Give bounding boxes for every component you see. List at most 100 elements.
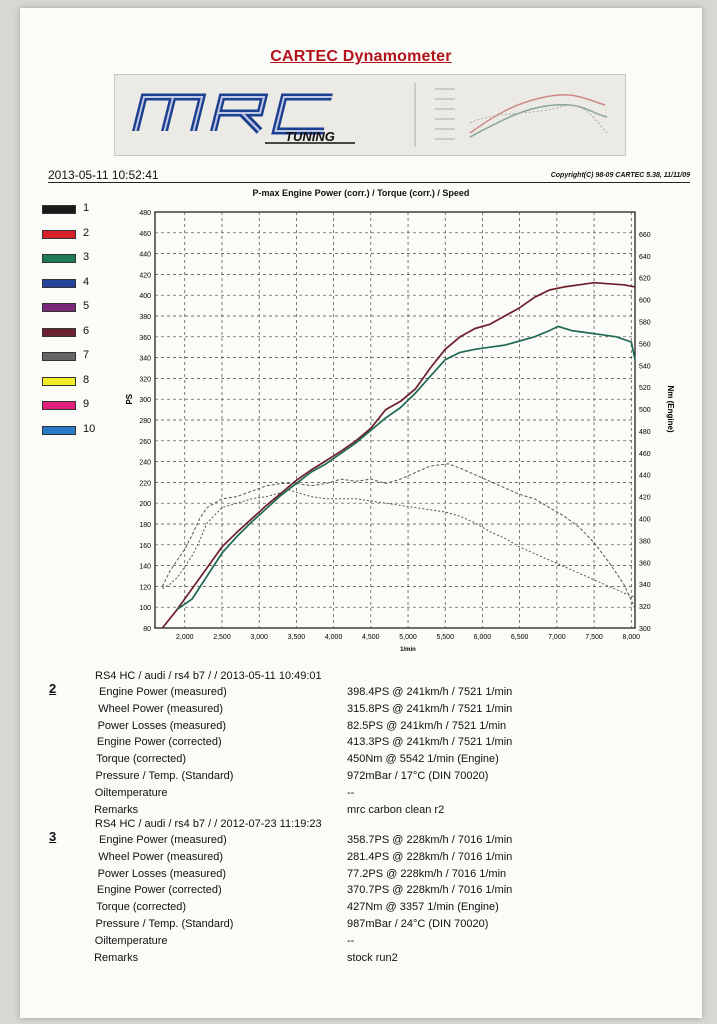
run-field-label: Oiltemperature xyxy=(94,786,168,799)
y-tick-label: 360 xyxy=(139,335,151,342)
run-field-label: Engine Power (corrected) xyxy=(96,884,222,897)
y-tick-label: 140 xyxy=(139,564,151,571)
y-tick-label: 300 xyxy=(139,397,151,404)
y2-tick-label: 340 xyxy=(639,582,651,589)
legend-item-9: 9 xyxy=(42,398,122,412)
y-tick-label: 80 xyxy=(143,626,151,633)
run-field-label: Remarks xyxy=(94,803,139,816)
y2-tick-label: 400 xyxy=(639,517,651,524)
y-tick-label: 200 xyxy=(139,501,151,508)
y2-tick-label: 320 xyxy=(639,604,651,611)
legend-label: 5 xyxy=(83,300,90,312)
y2-tick-label: 360 xyxy=(639,560,651,567)
legend-swatch xyxy=(42,278,76,288)
y-tick-label: 380 xyxy=(139,314,151,321)
x-tick-label: 3,500 xyxy=(288,634,306,641)
legend-label: 4 xyxy=(83,275,90,288)
run-field-value: 427Nm @ 3357 1/min (Engine) xyxy=(347,901,499,914)
run-field-label: Engine Power (measured) xyxy=(99,686,227,698)
y2-tick-label: 620 xyxy=(639,276,651,283)
y-tick-label: 160 xyxy=(139,543,151,550)
y-tick-label: 240 xyxy=(139,460,151,467)
y2-tick-label: 640 xyxy=(639,254,651,261)
y-tick-label: 320 xyxy=(139,376,151,383)
run-field-label: Power Losses (measured) xyxy=(97,867,226,880)
legend-label: 6 xyxy=(83,324,90,337)
run-header: RS4 HC / audi / rs4 b7 / / 2012-07-23 11… xyxy=(95,818,322,830)
x-tick-label: 8,000 xyxy=(623,634,641,641)
y-tick-label: 100 xyxy=(139,605,151,612)
y2-tick-label: 580 xyxy=(639,319,651,326)
x-tick-label: 7,500 xyxy=(585,634,603,641)
run-field-label: Pressure / Temp. (Standard) xyxy=(95,770,234,782)
y2-tick-label: 420 xyxy=(639,495,651,502)
legend-swatch xyxy=(42,229,76,239)
run-field-value: 358.7PS @ 228km/h / 7016 1/min xyxy=(347,834,513,846)
legend-swatch xyxy=(42,401,76,410)
legend-item-7: 7 xyxy=(42,349,122,363)
y-tick-label: 460 xyxy=(139,231,151,238)
x-tick-label: 6,000 xyxy=(474,634,492,641)
x-tick-label: 5,000 xyxy=(399,634,417,641)
x-axis-label: 1/min xyxy=(400,647,416,653)
run-field-label: Oiltemperature xyxy=(94,934,168,947)
run-field-value: 315.8PS @ 241km/h / 7521 1/min xyxy=(347,702,513,715)
run-field-label: Remarks xyxy=(94,951,139,964)
y2-tick-label: 460 xyxy=(639,451,651,458)
y-tick-label: 180 xyxy=(139,522,151,529)
legend-item-10: 10 xyxy=(42,423,122,437)
run-field-label: Engine Power (measured) xyxy=(99,834,227,846)
run-field-value: 450Nm @ 5542 1/min (Engine) xyxy=(347,753,499,766)
run-field-label: Power Losses (measured) xyxy=(97,719,226,732)
run-field-value: 281.4PS @ 228km/h / 7016 1/min xyxy=(347,850,513,863)
x-tick-label: 7,000 xyxy=(548,634,566,641)
copyright-text: Copyright(C) 98-09 CARTEC 5.38, 11/11/09 xyxy=(550,172,690,179)
series-power-run-3 xyxy=(176,325,636,610)
run-field-value: 398.4PS @ 241km/h / 7521 1/min xyxy=(347,686,513,698)
run-field-label: Engine Power (corrected) xyxy=(96,736,222,749)
y-tick-label: 220 xyxy=(139,480,151,487)
legend-item-2: 2 xyxy=(42,227,122,241)
legend-swatch xyxy=(42,205,76,214)
legend-item-3: 3 xyxy=(42,251,122,265)
dyno-chart: 80 100 120 140 160 180 200 220 240 260 280 300 320 34… xyxy=(125,210,675,653)
run-field-value: -- xyxy=(347,786,355,799)
legend-swatch xyxy=(42,376,76,386)
run-field-value: 77.2PS @ 228km/h / 7016 1/min xyxy=(347,867,507,880)
logo-subtext: TUNING xyxy=(285,129,335,144)
legend-label: 3 xyxy=(83,251,90,263)
y-tick-label: 420 xyxy=(139,272,151,279)
series-power-run-2 xyxy=(161,281,636,629)
legend-label: 7 xyxy=(83,349,90,361)
y-tick-label: 120 xyxy=(139,584,151,591)
legend-label: 8 xyxy=(83,373,90,386)
run-field-label: Wheel Power (measured) xyxy=(98,702,224,715)
y-tick-label: 280 xyxy=(139,418,151,425)
mrc-tuning-logo: TUNING xyxy=(132,83,608,147)
legend-label: 9 xyxy=(83,398,90,410)
y2-tick-label: 300 xyxy=(639,626,651,633)
run-field-label: Torque (corrected) xyxy=(96,901,187,914)
chart-title: P-max Engine Power (corr.) / Torque (cor… xyxy=(252,188,470,198)
legend-label: 10 xyxy=(83,422,96,435)
y-axis-label: PS xyxy=(125,393,134,404)
x-tick-label: 4,500 xyxy=(362,634,380,641)
run-number: 2 xyxy=(49,681,57,696)
mrc-tuning-banner: TUNING xyxy=(114,74,626,156)
legend-swatch xyxy=(42,254,76,263)
y2-tick-label: 660 xyxy=(639,232,651,239)
x-tick-label: 5,500 xyxy=(436,634,454,641)
dyno-sheet: CARTEC Dynamometer TUNING xyxy=(20,8,702,1018)
run-field-label: Wheel Power (measured) xyxy=(98,850,224,863)
legend-label: 1 xyxy=(83,202,90,214)
run-field-value: 413.3PS @ 241km/h / 7521 1/min xyxy=(347,736,513,749)
y-tick-label: 400 xyxy=(139,293,151,300)
x-tick-label: 4,000 xyxy=(325,634,343,641)
run-header: RS4 HC / audi / rs4 b7 / / 2013-05-11 10… xyxy=(95,670,322,682)
series-torque-run-2 xyxy=(161,463,636,609)
legend-item-4: 4 xyxy=(42,276,122,290)
y2-tick-label: 520 xyxy=(639,385,651,392)
y2-tick-label: 600 xyxy=(639,298,651,305)
y2-tick-label: 380 xyxy=(639,538,651,545)
y2-tick-label: 480 xyxy=(639,429,651,436)
